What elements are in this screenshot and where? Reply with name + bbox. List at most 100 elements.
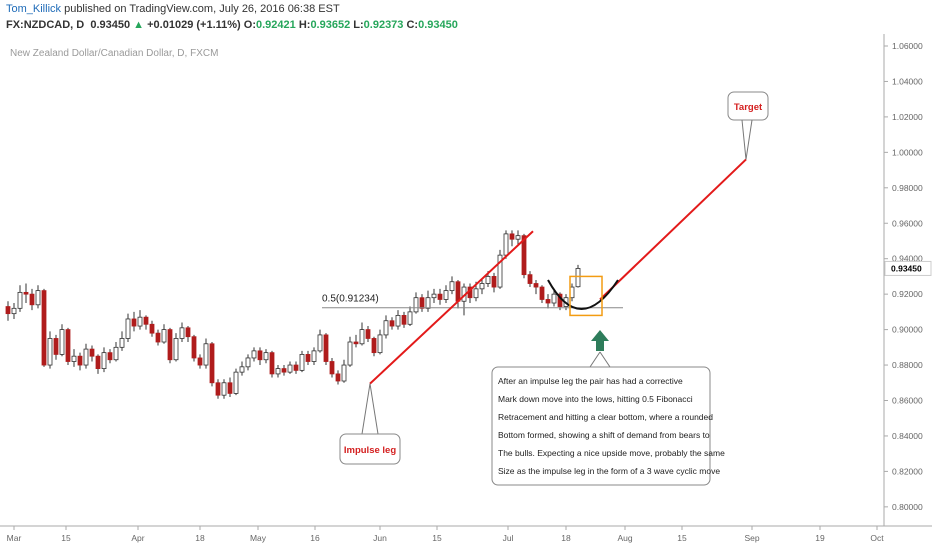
candle-down — [41, 290, 47, 366]
candle-down — [455, 281, 461, 302]
callout-pointer — [599, 351, 611, 368]
candle-up — [101, 352, 107, 369]
candle-up — [473, 288, 479, 299]
y-tick-label: 0.94000 — [892, 254, 923, 264]
callout-pointer — [589, 351, 601, 368]
candle-up — [443, 290, 449, 300]
y-tick-label: 0.82000 — [892, 466, 923, 476]
ohlc-line: FX:NZDCAD, D 0.93450 ▲ +0.01029 (+1.11%)… — [6, 19, 458, 31]
current-price-label: 0.93450 — [891, 263, 922, 273]
candle-down — [257, 350, 263, 361]
candle-up — [383, 320, 389, 336]
analysis-text-line: After an impulse leg the pair has had a … — [498, 376, 683, 386]
y-tick-label: 0.92000 — [892, 289, 923, 299]
bottom-highlight-box — [569, 275, 603, 317]
analysis-text-line: Bottom formed, showing a shift of demand… — [498, 430, 710, 440]
candle-up — [161, 329, 167, 343]
callout-pointer — [745, 119, 753, 160]
open-value: 0.92421 — [256, 19, 296, 31]
candle-up — [59, 329, 65, 355]
publish-line: Tom_Killick published on TradingView.com… — [6, 3, 340, 15]
candle-up — [245, 357, 251, 368]
candle-up — [407, 311, 413, 325]
candle-up — [233, 371, 239, 394]
price-chart[interactable]: New Zealand Dollar/Canadian Dollar, D, F… — [0, 34, 932, 550]
close-value: 0.93450 — [418, 19, 458, 31]
candle-up — [35, 290, 41, 306]
candle-down — [353, 341, 359, 345]
y-tick-label: 0.86000 — [892, 396, 923, 406]
candle-up — [119, 338, 125, 348]
x-tick-label: Oct — [870, 533, 884, 543]
candle-up — [503, 233, 509, 256]
y-tick-label: 1.00000 — [892, 147, 923, 157]
callout-pointer — [369, 383, 379, 435]
close-label: C: — [406, 19, 419, 31]
candle-up — [17, 291, 23, 309]
author-link[interactable]: Tom_Killick — [6, 3, 62, 15]
candle-up — [497, 254, 503, 288]
candle-down — [197, 357, 203, 366]
candle-down — [521, 235, 527, 276]
up-triangle-icon: ▲ — [133, 19, 145, 31]
y-tick-label: 0.80000 — [892, 502, 923, 512]
current-price-marker — [884, 260, 932, 276]
candle-down — [167, 329, 173, 361]
candle-down — [269, 352, 275, 375]
candle-down — [53, 338, 59, 355]
candle-up — [71, 355, 77, 362]
candle-up — [173, 338, 179, 361]
candle-down — [533, 283, 539, 288]
candle-down — [335, 373, 341, 382]
y-tick-label: 0.96000 — [892, 218, 923, 228]
up-arrow-icon — [591, 330, 609, 341]
open-label: O: — [243, 19, 256, 31]
x-tick-label: Jun — [373, 533, 387, 543]
candle-down — [23, 291, 29, 295]
x-tick-label: Sep — [744, 533, 759, 543]
low-label: L: — [353, 19, 364, 31]
candle-down — [281, 368, 287, 373]
candle-down — [293, 364, 299, 371]
fib-level-label: 0.5(0.91234) — [322, 294, 379, 305]
candle-up — [47, 338, 53, 366]
candle-down — [545, 299, 551, 304]
candle-up — [137, 316, 143, 327]
analysis-callout — [491, 366, 711, 486]
y-tick-label: 1.06000 — [892, 41, 923, 51]
candle-down — [539, 286, 545, 300]
callout-pointer — [361, 383, 371, 435]
high-label: H: — [298, 19, 311, 31]
candle-down — [215, 382, 221, 396]
candle-up — [221, 382, 227, 396]
candle-up — [239, 366, 245, 373]
candle-down — [29, 293, 35, 306]
annotations: 0.5(0.91234) Impulse leg Target After an im… — [322, 91, 769, 486]
candle-up — [311, 350, 317, 362]
candle-up — [395, 315, 401, 327]
candle-down — [185, 327, 191, 338]
candle-down — [155, 332, 161, 343]
price-change: +0.01029 (+1.11%) — [147, 19, 241, 31]
impulse-label: Impulse leg — [344, 445, 396, 456]
x-tick-label: 15 — [677, 533, 687, 543]
high-value: 0.93652 — [310, 19, 351, 31]
analysis-text-line: Retracement and hitting a clear bottom, … — [498, 412, 713, 422]
projection-trend-line — [599, 158, 747, 301]
candle-up — [359, 329, 365, 345]
candle-down — [209, 343, 215, 384]
target-label: Target — [734, 102, 763, 113]
candle-up — [251, 350, 257, 359]
candle-up — [299, 354, 305, 371]
candle-up — [347, 341, 353, 366]
candle-down — [77, 355, 83, 366]
candle-down — [437, 293, 443, 300]
candle-down — [401, 315, 407, 325]
candle-down — [131, 318, 137, 327]
y-axis: 1.06000 1.04000 1.02000 1.00000 0.98000 0.960… — [884, 41, 932, 512]
low-value: 0.92373 — [363, 19, 404, 31]
candle-up — [413, 297, 419, 313]
analysis-text-line: The bulls. Expecting a nice upside move,… — [498, 448, 725, 458]
y-tick-label: 1.02000 — [892, 112, 923, 122]
x-tick-label: 18 — [195, 533, 205, 543]
